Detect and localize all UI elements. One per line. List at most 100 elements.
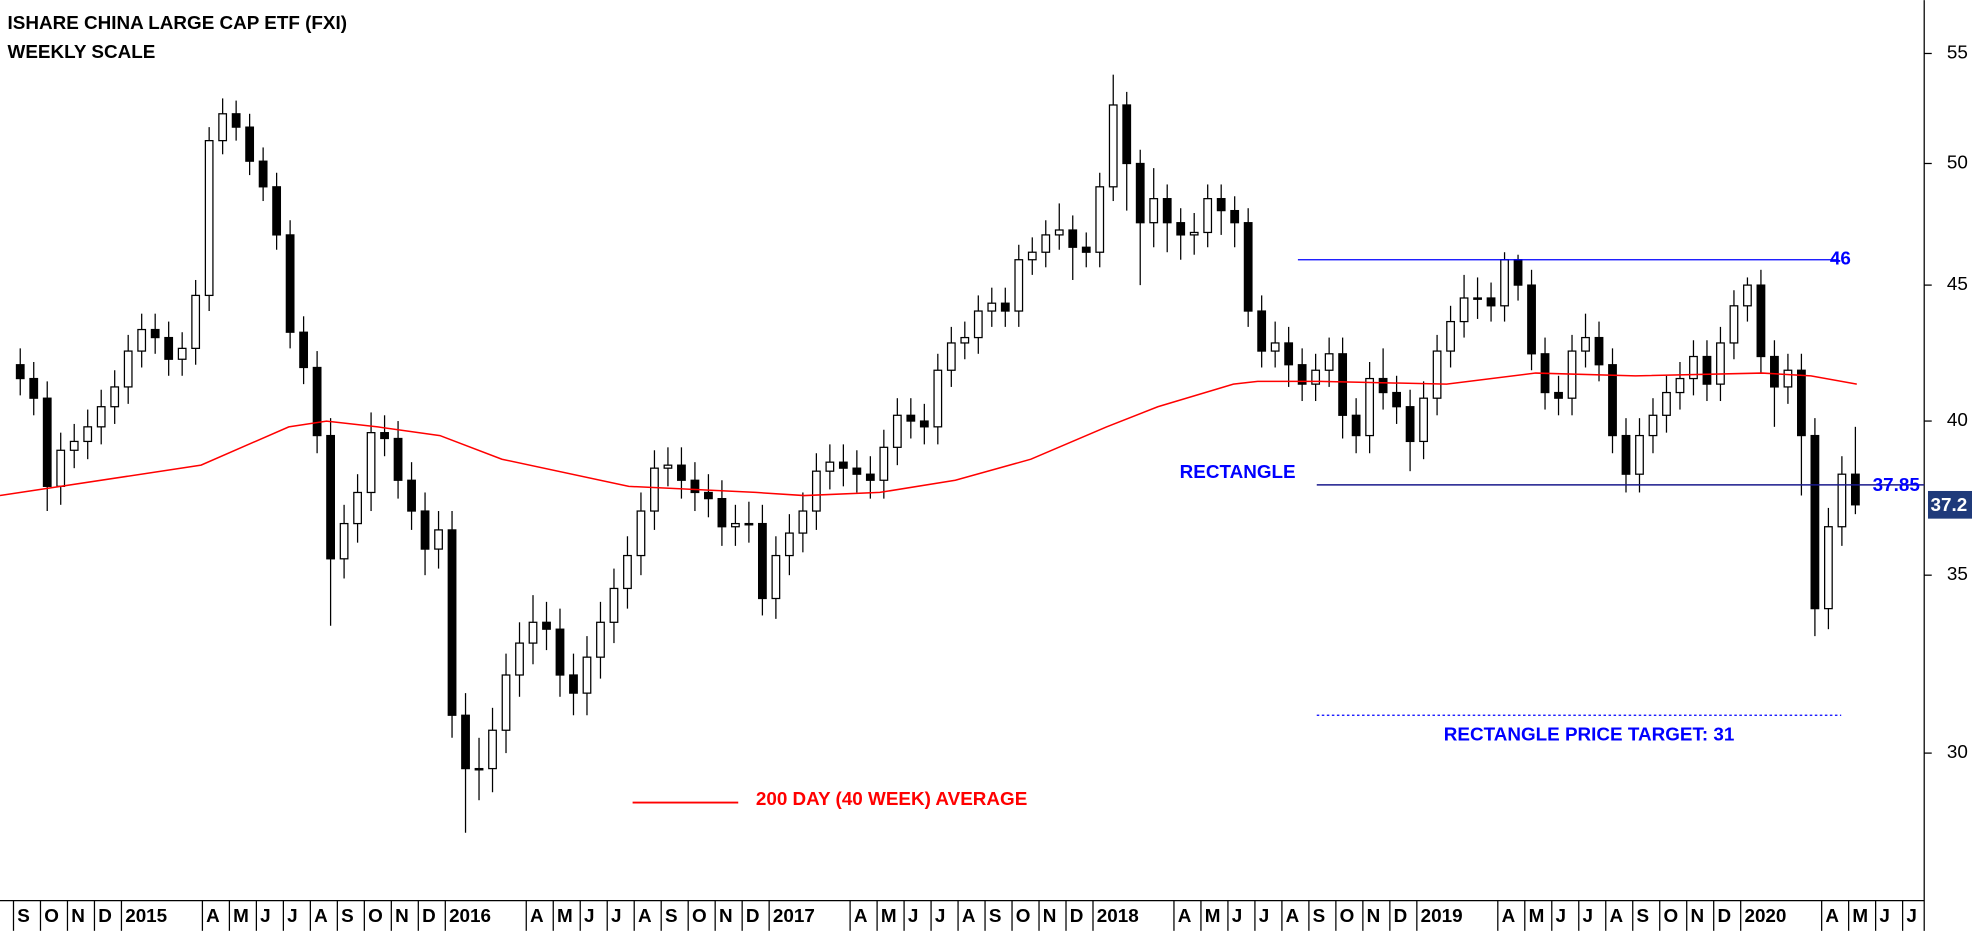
- candle-body: [56, 449, 66, 487]
- candle-body: [757, 522, 767, 600]
- candle-body: [582, 656, 592, 694]
- candle-body: [164, 336, 174, 360]
- x-tick-label: A: [1178, 905, 1192, 926]
- candle-body: [1122, 104, 1132, 165]
- candle-body: [1459, 297, 1469, 323]
- x-tick-label: O: [1664, 905, 1679, 926]
- candle-body: [326, 434, 335, 560]
- x-tick-label: D: [1070, 905, 1084, 926]
- candle-body: [1689, 355, 1698, 380]
- x-tick-label: M: [233, 905, 249, 926]
- candle-body: [420, 510, 430, 550]
- candle-body: [312, 366, 322, 437]
- candle-body: [1716, 342, 1725, 385]
- candle-body: [596, 621, 605, 658]
- target-label: RECTANGLE PRICE TARGET: 31: [1444, 723, 1735, 744]
- y-tick-label: 35: [1947, 563, 1968, 584]
- candle-body: [83, 426, 93, 443]
- x-tick-label: A: [314, 905, 328, 926]
- candle-body: [366, 432, 376, 494]
- x-tick-label: J: [584, 905, 595, 926]
- x-tick-label: O: [692, 905, 707, 926]
- x-tick-label: A: [530, 905, 544, 926]
- candle-body: [852, 467, 862, 475]
- candle-body: [1351, 414, 1361, 437]
- candle-body: [987, 302, 997, 312]
- candle-body: [784, 532, 794, 557]
- x-tick-label: M: [881, 905, 897, 926]
- x-tick-label: S: [1637, 905, 1650, 926]
- x-tick-label: J: [935, 905, 945, 926]
- candle-body: [110, 386, 120, 408]
- x-tick-label: N: [719, 905, 733, 926]
- candle-body: [1756, 284, 1766, 358]
- candle-body: [258, 160, 268, 188]
- last-price-box: [1927, 490, 1972, 519]
- candle-body: [1500, 259, 1509, 307]
- x-tick-label: J: [1259, 905, 1270, 926]
- candle-body: [515, 642, 524, 676]
- candle-body: [771, 554, 781, 600]
- candle-body: [542, 621, 551, 630]
- candle-body: [1446, 320, 1455, 352]
- candle-body: [42, 397, 52, 487]
- x-tick-label: O: [1016, 905, 1031, 926]
- x-tick-label: O: [44, 905, 59, 926]
- candle-body: [1203, 198, 1213, 234]
- candle-body: [1095, 186, 1105, 253]
- candle-body: [204, 140, 214, 297]
- candle-body: [704, 491, 713, 500]
- candle-body: [623, 554, 632, 590]
- x-tick-label: A: [1286, 905, 1300, 926]
- x-tick-label: N: [71, 905, 85, 926]
- candle-body: [1000, 302, 1010, 312]
- candle-body: [1648, 414, 1658, 437]
- candle-body: [1230, 209, 1240, 224]
- candle-body: [1729, 305, 1739, 344]
- candle-body: [650, 467, 659, 512]
- candle-body: [1432, 350, 1442, 399]
- candle-body: [380, 432, 389, 440]
- candle-body: [609, 587, 619, 623]
- last-price-label: 37.2: [1930, 494, 1967, 515]
- chart-subtitle: WEEKLY SCALE: [8, 41, 156, 62]
- candle-body: [528, 621, 538, 644]
- candle-body: [838, 461, 848, 469]
- candle-body: [1486, 297, 1496, 307]
- candle-body: [1311, 369, 1321, 385]
- candle-body: [1189, 231, 1199, 236]
- candle-body: [1135, 162, 1145, 224]
- candle-body: [1527, 284, 1536, 355]
- x-tick-label: M: [557, 905, 573, 926]
- candle-body: [1270, 342, 1280, 352]
- candle-body: [865, 473, 875, 481]
- x-tick-label: N: [1043, 905, 1057, 926]
- candle-body: [879, 446, 889, 481]
- candle-body: [1675, 377, 1685, 394]
- candle-body: [1635, 434, 1644, 475]
- candle-body: [1081, 246, 1091, 253]
- x-tick-label: O: [368, 905, 383, 926]
- moving-average-line: [0, 372, 1857, 497]
- x-tick-label: N: [1367, 905, 1381, 926]
- x-tick-label: D: [98, 905, 112, 926]
- x-tick-label: D: [1717, 905, 1731, 926]
- candle-body: [69, 440, 79, 451]
- candle-body: [1392, 391, 1402, 408]
- candle-body: [353, 491, 362, 525]
- candle-body: [1027, 251, 1037, 261]
- candle-body: [798, 510, 808, 534]
- candle-body: [150, 328, 160, 339]
- x-tick-label: J: [611, 905, 622, 926]
- y-tick-label: 45: [1947, 273, 1968, 294]
- resistance-label: 46: [1830, 248, 1851, 269]
- candle-body: [461, 714, 470, 770]
- candle-body: [191, 294, 201, 349]
- candle-body: [1243, 222, 1253, 312]
- x-tick-label: J: [1556, 905, 1567, 926]
- candle-body: [1783, 369, 1793, 388]
- x-tick-label: 2018: [1097, 905, 1139, 926]
- candle-body: [393, 437, 403, 481]
- x-tick-label: A: [1825, 905, 1839, 926]
- candle-body: [177, 347, 187, 360]
